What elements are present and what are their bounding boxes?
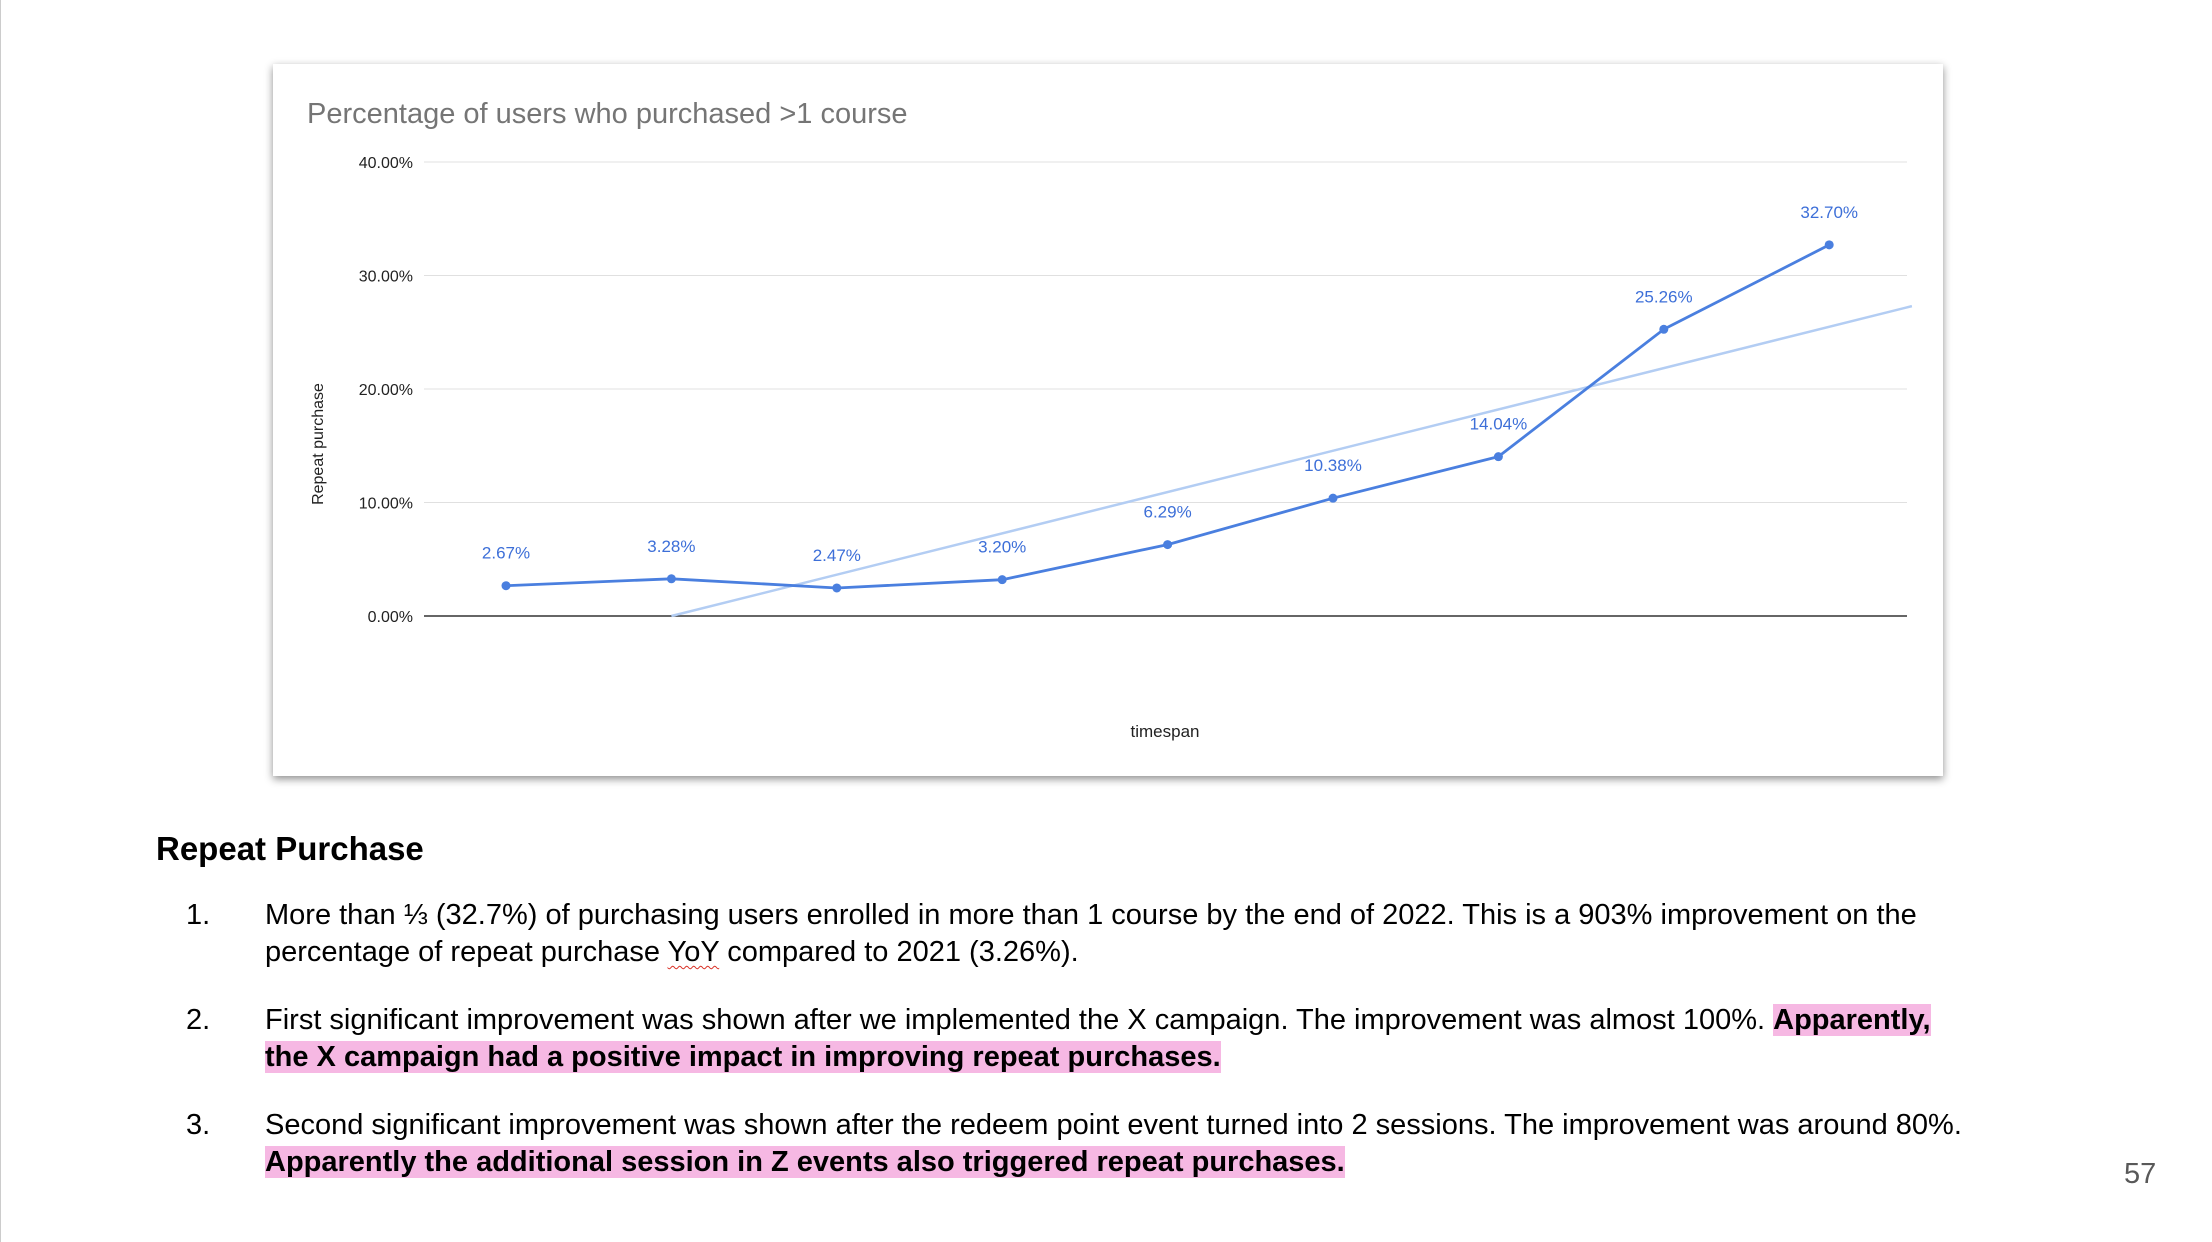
data-label: 14.04%: [1470, 415, 1528, 434]
section-title: Repeat Purchase: [156, 830, 424, 867]
slide-edge: [0, 0, 1, 1242]
data-point: [1659, 324, 1669, 334]
data-label: 25.26%: [1635, 287, 1693, 306]
data-label: 32.70%: [1800, 203, 1858, 222]
note-text: Second significant improvement was shown…: [265, 1107, 2105, 1181]
data-point: [1824, 240, 1834, 250]
note-line: percentage of repeat purchase: [265, 936, 668, 968]
note-line: More than ⅓ (32.7%) of purchasing users …: [265, 899, 1917, 931]
data-point: [1163, 540, 1173, 550]
trendline: [671, 304, 1913, 618]
highlighted-text: the X campaign had a positive impact in …: [265, 1041, 1221, 1073]
note-line: First significant improvement was shown …: [265, 1004, 1774, 1036]
y-tick-label: 0.00%: [368, 609, 413, 626]
data-point: [1493, 452, 1503, 462]
chart-card: Percentage of users who purchased >1 cou…: [273, 64, 1943, 776]
data-label: 2.47%: [813, 546, 861, 565]
data-point: [666, 574, 676, 584]
highlighted-text: Apparently,: [1773, 1004, 1931, 1036]
y-tick-label: 30.00%: [359, 269, 413, 286]
note-line: compared to 2021 (3.26%).: [719, 936, 1079, 968]
y-axis-label: Repeat purchase: [310, 383, 327, 505]
x-axis-label: timespan: [1131, 722, 1200, 741]
line-chart: Percentage of users who purchased >1 cou…: [307, 98, 1913, 741]
y-tick-label: 20.00%: [359, 382, 413, 399]
note-number: 2.: [186, 1004, 211, 1036]
data-point: [997, 575, 1007, 585]
note-text: More than ⅓ (32.7%) of purchasing users …: [265, 897, 2105, 971]
data-point: [1328, 493, 1338, 503]
data-label: 10.38%: [1304, 456, 1362, 475]
note-number: 3.: [186, 1109, 211, 1141]
data-label: 3.28%: [647, 537, 695, 556]
data-label: 6.29%: [1143, 503, 1191, 522]
page-number: 57: [2124, 1158, 2157, 1190]
y-tick-label: 10.00%: [359, 496, 413, 513]
series-line: [505, 243, 1830, 590]
spellcheck-term: YoY: [667, 936, 720, 968]
chart-title: Percentage of users who purchased >1 cou…: [307, 98, 908, 130]
note-number: 1.: [186, 899, 211, 931]
y-tick-label: 40.00%: [359, 155, 413, 172]
note-text: First significant improvement was shown …: [265, 1002, 2105, 1076]
data-label: 3.20%: [978, 538, 1026, 557]
note-line: Second significant improvement was shown…: [265, 1109, 1962, 1141]
data-point: [832, 583, 842, 593]
highlighted-text: Apparently the additional session in Z e…: [265, 1146, 1345, 1178]
data-label: 2.67%: [482, 544, 530, 563]
data-point: [501, 581, 511, 591]
